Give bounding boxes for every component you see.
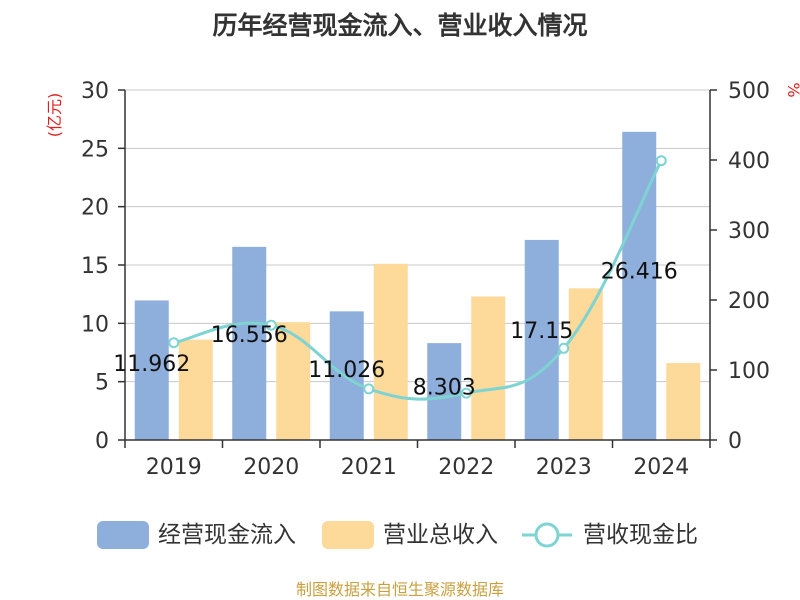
data-labels: 11.962 16.556 11.026 8.303 17.15 26.416 [113,259,677,400]
bar-revenue [666,363,701,440]
bar-cash-inflow [134,300,169,440]
legend-swatch-revenue [322,521,374,549]
legend: 经营现金流入 营业总收入 营收现金比 [97,521,698,549]
line-point-cash-ratio [655,155,667,167]
left-tick-label: 30 [81,79,109,104]
line-point-cash-ratio [363,383,375,395]
x-tick-label: 2024 [633,455,689,480]
left-tick-label: 0 [95,429,109,454]
left-axis-unit: (亿元) [45,93,64,138]
line-point-cash-ratio [558,342,570,354]
left-tick-label: 15 [81,254,109,279]
legend-item-revenue[interactable]: 营业总收入 [322,521,498,549]
x-tick-label: 2022 [438,455,494,480]
legend-swatch-cash-inflow [97,521,149,549]
data-label-cash-inflow: 11.026 [308,358,385,383]
left-tick-label: 10 [81,312,109,337]
bar-cash-inflow [232,246,267,440]
data-label-cash-inflow: 8.303 [413,376,476,401]
data-label-cash-inflow: 11.962 [113,352,190,377]
footer-source: 制图数据来自恒生聚源数据库 [296,580,504,599]
right-tick-label: 200 [728,289,770,314]
left-tick-label: 20 [81,196,109,221]
bar-revenue [471,296,506,440]
bar-cash-inflow [427,343,462,440]
right-tick-label: 0 [728,429,742,454]
line-point-cash-ratio [460,387,472,399]
grid-lines [125,89,710,383]
right-tick-label: 500 [728,79,770,104]
bar-revenue [373,263,408,440]
legend-item-ratio[interactable]: 营收现金比 [522,522,698,548]
right-tick-label: 100 [728,359,770,384]
x-tick-label: 2021 [341,455,397,480]
legend-label-revenue: 营业总收入 [383,522,498,548]
left-tick-label: 5 [95,371,109,396]
x-tick-label: 2023 [536,455,592,480]
legend-label-ratio: 营收现金比 [583,522,698,548]
x-tick-label: 2019 [146,455,202,480]
legend-marker-ratio [534,522,560,548]
line-series-group [168,155,667,401]
bar-series-group [134,131,701,440]
bar-cash-inflow [329,311,364,440]
legend-label-cash-inflow: 经营现金流入 [158,522,296,548]
line-point-cash-ratio [168,337,180,349]
data-label-cash-inflow: 26.416 [601,259,678,284]
left-tick-label: 25 [81,137,109,162]
data-label-cash-inflow: 17.15 [510,319,573,344]
bar-revenue [568,288,603,440]
right-tick-label: 300 [728,219,770,244]
right-axis-unit: % [784,82,800,97]
x-tick-label: 2020 [243,455,299,480]
right-tick-label: 400 [728,149,770,174]
data-label-cash-inflow: 16.556 [211,323,288,348]
legend-item-cash-inflow[interactable]: 经营现金流入 [97,521,296,549]
bar-revenue [178,339,213,440]
bar-cash-inflow [524,239,559,440]
chart-title: 历年经营现金流入、营业收入情况 [212,11,587,40]
line-point-cash-ratio [265,319,277,331]
bar-cash-inflow [622,131,657,440]
